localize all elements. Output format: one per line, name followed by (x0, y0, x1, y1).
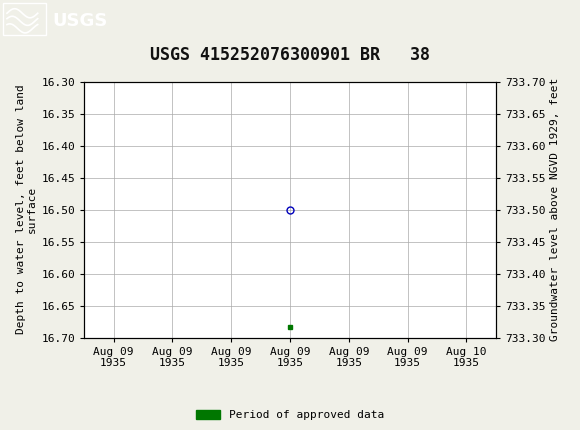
Bar (3, 3, 46, 35)
Text: USGS 415252076300901 BR   38: USGS 415252076300901 BR 38 (150, 46, 430, 64)
Legend: Period of approved data: Period of approved data (195, 410, 385, 420)
Y-axis label: Depth to water level, feet below land
surface: Depth to water level, feet below land su… (16, 85, 37, 335)
Y-axis label: Groundwater level above NGVD 1929, feet: Groundwater level above NGVD 1929, feet (550, 78, 560, 341)
Text: USGS: USGS (52, 12, 107, 30)
